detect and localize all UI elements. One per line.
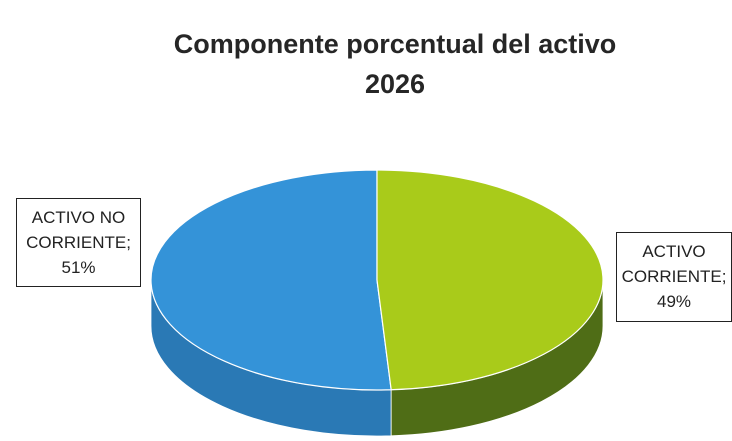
slice-label-name-line-1: ACTIVO NO bbox=[31, 208, 126, 227]
slice-label-value: 49% bbox=[656, 292, 692, 311]
chart-title-line-2: 2026 bbox=[364, 69, 426, 99]
slice-label-name-line-1: ACTIVO bbox=[642, 242, 706, 261]
data-label-activo-corriente: ACTIVO CORRIENTE; 49% bbox=[616, 232, 732, 322]
pie-slice-activo-no-corriente bbox=[150, 169, 392, 391]
slice-label-value: 51% bbox=[61, 258, 96, 277]
slice-label-name-line-2: CORRIENTE; bbox=[26, 233, 131, 252]
slice-label-name-line-2: CORRIENTE; bbox=[621, 267, 727, 286]
data-label-activo-no-corriente: ACTIVO NO CORRIENTE; 51% bbox=[16, 198, 141, 287]
chart-title-line-1: Componente porcentual del activo bbox=[173, 29, 617, 59]
chart-title: Componente porcentual del activo 2026 bbox=[0, 24, 732, 104]
pie-slice-activo-corriente bbox=[376, 169, 604, 391]
